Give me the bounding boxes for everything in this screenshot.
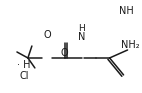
Text: NH₂: NH₂	[121, 40, 140, 50]
Text: · H: · H	[17, 60, 31, 70]
Text: N: N	[78, 32, 85, 42]
Text: O: O	[43, 30, 51, 40]
Text: Cl: Cl	[19, 71, 29, 81]
Text: O: O	[61, 48, 69, 58]
Text: NH: NH	[119, 6, 134, 16]
Text: H: H	[78, 24, 85, 33]
